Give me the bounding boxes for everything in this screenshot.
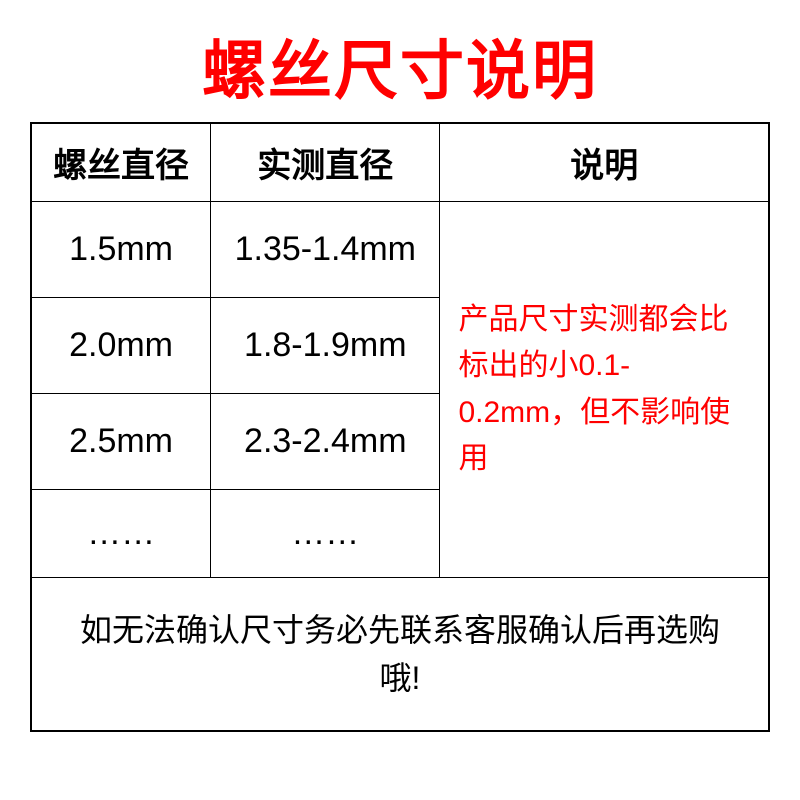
cell-measured: ……: [211, 490, 440, 578]
page-title: 螺丝尺寸说明: [202, 20, 598, 112]
table-header-row: 螺丝直径 实测直径 说明: [31, 123, 769, 202]
cell-diameter: 1.5mm: [31, 202, 211, 298]
size-table: 螺丝直径 实测直径 说明 1.5mm 1.35-1.4mm 产品尺寸实测都会比标…: [30, 122, 770, 732]
table-footer-row: 如无法确认尺寸务必先联系客服确认后再选购哦!: [31, 578, 769, 732]
cell-note: 产品尺寸实测都会比标出的小0.1-0.2mm，但不影响使用: [440, 202, 769, 578]
cell-diameter: 2.0mm: [31, 298, 211, 394]
cell-footer: 如无法确认尺寸务必先联系客服确认后再选购哦!: [31, 578, 769, 732]
header-diameter: 螺丝直径: [31, 123, 211, 202]
cell-diameter: 2.5mm: [31, 394, 211, 490]
header-note: 说明: [440, 123, 769, 202]
cell-measured: 2.3-2.4mm: [211, 394, 440, 490]
cell-measured: 1.8-1.9mm: [211, 298, 440, 394]
header-measured: 实测直径: [211, 123, 440, 202]
table-row: 1.5mm 1.35-1.4mm 产品尺寸实测都会比标出的小0.1-0.2mm，…: [31, 202, 769, 298]
cell-measured: 1.35-1.4mm: [211, 202, 440, 298]
cell-diameter: ……: [31, 490, 211, 578]
